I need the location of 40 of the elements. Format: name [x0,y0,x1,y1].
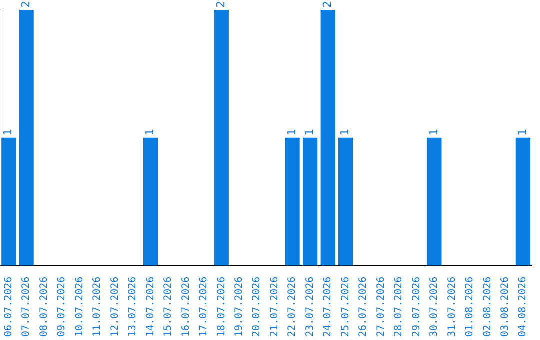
data-label: 2 [19,1,32,8]
x-tick-label: 15.07.2026 [163,276,174,338]
x-tick-label: 09.07.2026 [56,276,68,338]
x-tick-label: 07.07.2026 [21,276,32,338]
data-label: 1 [303,128,316,136]
data-label: 1 [338,128,352,136]
x-tick-label: 03.08.2026 [500,276,511,338]
x-tick-label: 24.07.2026 [322,276,334,338]
x-tick-label: 26.07.2026 [358,276,370,338]
x-tick-label: 04.08.2026 [518,276,529,338]
x-tick-label: 28.07.2026 [394,276,405,338]
data-label: 2 [320,1,334,8]
x-tick-label: 20.07.2026 [252,276,263,338]
x-tick-label: 27.07.2026 [376,276,387,338]
x-tick-label: 31.07.2026 [446,276,458,338]
x-tick-label: 18.07.2026 [216,276,228,338]
data-label: 1 [516,128,529,136]
x-tick-label: 16.07.2026 [180,276,192,338]
x-tick-label: 01.08.2026 [464,276,476,338]
x-tick-label: 17.07.2026 [198,276,210,338]
data-label: 1 [2,128,15,136]
x-tick-label: 02.08.2026 [482,276,494,338]
x-tick-label: 06.07.2026 [3,276,14,338]
x-tick-label: 29.07.2026 [411,276,422,338]
data-label: 1 [427,128,440,136]
x-tick-label: 21.07.2026 [269,276,280,338]
data-label: 2 [214,1,228,8]
x-tick-label: 25.07.2026 [340,276,352,338]
x-tick-label: 11.07.2026 [92,276,104,338]
data-label: 1 [144,128,157,136]
x-tick-label: 23.07.2026 [304,276,316,338]
x-tick-label: 30.07.2026 [429,276,440,338]
x-tick-label: 10.07.2026 [74,276,86,338]
data-label: 1 [285,128,298,136]
x-tick-label: 08.07.2026 [38,276,50,338]
x-tick-label: 14.07.2026 [145,276,156,338]
x-tick-label: 12.07.2026 [110,276,121,338]
x-tick-label: 22.07.2026 [287,276,298,338]
x-tick-label: 13.07.2026 [128,276,139,338]
x-tick-label: 19.07.2026 [234,276,245,338]
